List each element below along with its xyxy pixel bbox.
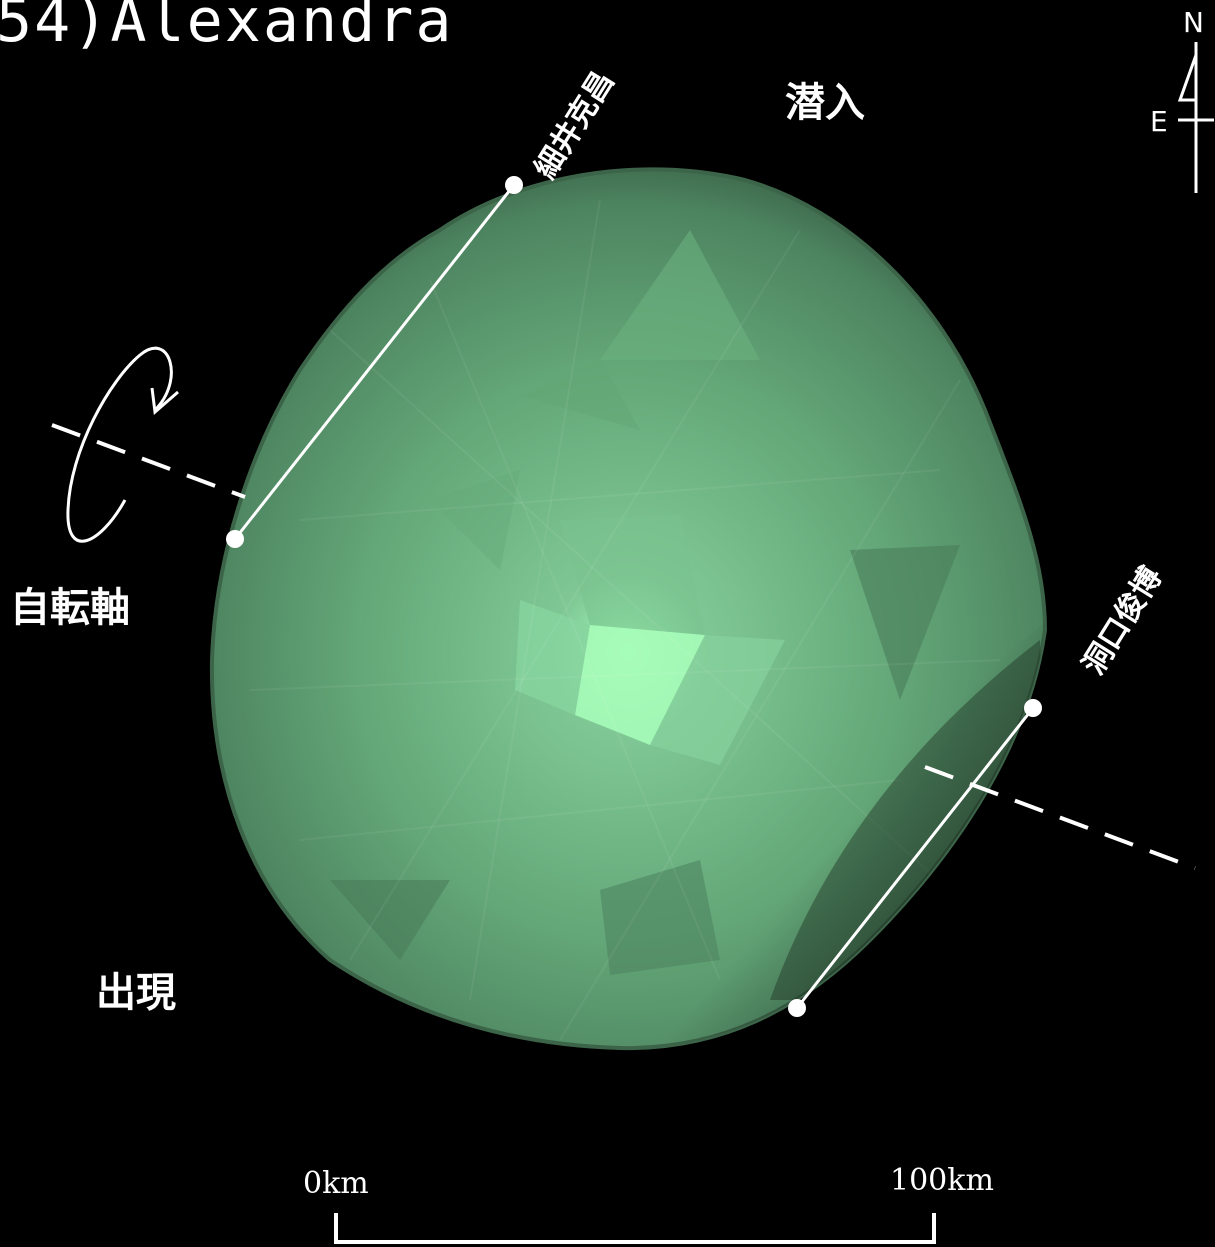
rotation-axis-line-right (924, 765, 1196, 870)
chord-1-endpoint (505, 176, 523, 194)
entry-label: 潜入 (785, 80, 865, 126)
observer-chord-2 (788, 699, 1042, 1017)
chord-2-startpoint (788, 999, 806, 1017)
asteroid-title: 54)Alexandra (0, 0, 454, 56)
scale-start-label: 0km (303, 1166, 369, 1201)
scale-bar (334, 1213, 936, 1244)
scale-end-label: 100km (890, 1163, 994, 1198)
chord-1-startpoint (226, 530, 244, 548)
rotation-arrow-icon (66, 346, 179, 543)
chord-2-endpoint (1024, 699, 1042, 717)
compass-arrow-icon (1177, 42, 1214, 193)
observer-chord-1 (226, 176, 523, 548)
compass-north-label: N (1183, 6, 1204, 39)
compass-east-label: E (1150, 105, 1168, 138)
rotation-axis-label: 自転軸 (10, 585, 130, 631)
asteroid-body (209, 167, 1048, 1051)
exit-label: 出現 (96, 970, 176, 1016)
rotation-axis-line-left (51, 423, 246, 499)
